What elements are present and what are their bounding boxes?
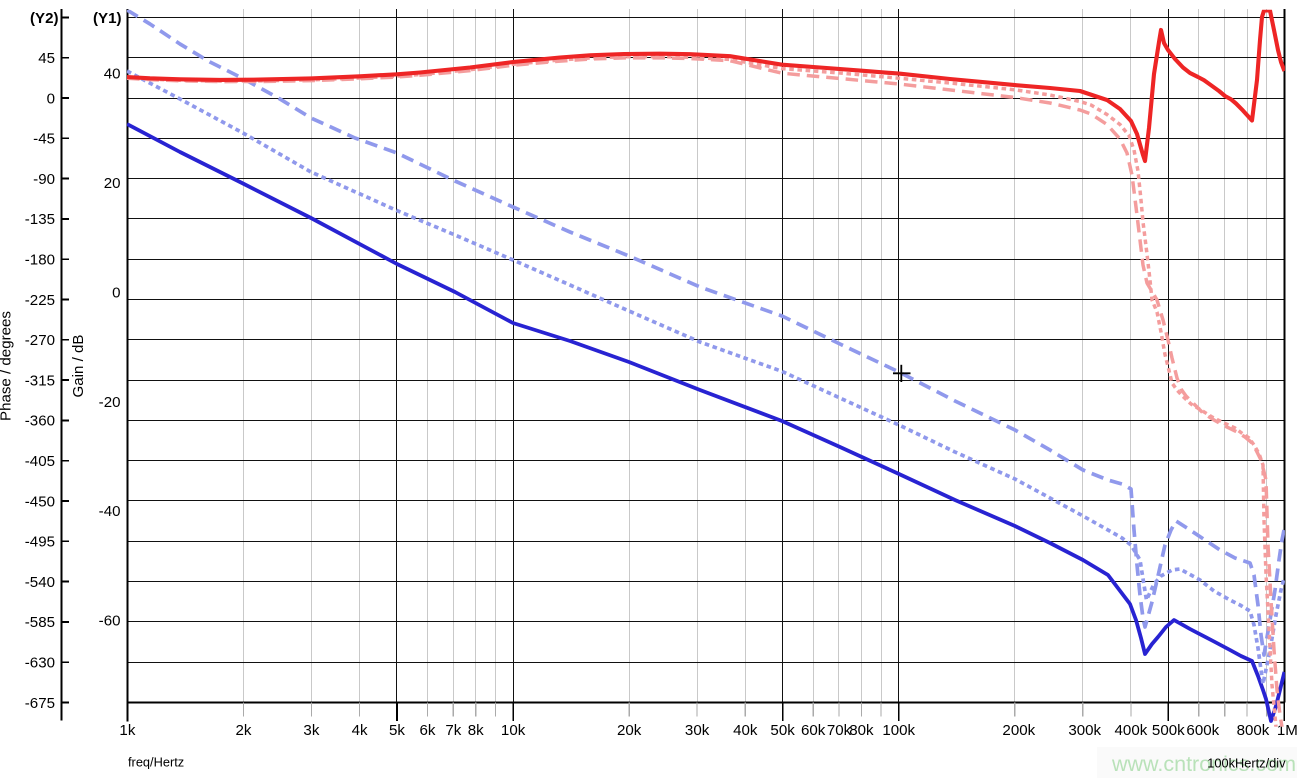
svg-text:50k: 50k xyxy=(770,722,795,739)
svg-text:-60: -60 xyxy=(99,613,121,630)
svg-text:-40: -40 xyxy=(99,503,121,520)
svg-text:-405: -405 xyxy=(25,453,55,470)
svg-text:100k: 100k xyxy=(882,722,915,739)
svg-text:0: 0 xyxy=(112,284,120,301)
svg-text:8k: 8k xyxy=(468,722,484,739)
svg-text:600k: 600k xyxy=(1186,722,1219,739)
svg-text:800k: 800k xyxy=(1237,722,1270,739)
svg-text:2k: 2k xyxy=(236,722,252,739)
svg-text:60k: 60k xyxy=(801,722,826,739)
svg-text:-450: -450 xyxy=(25,493,55,510)
svg-text:Gain / dB: Gain / dB xyxy=(70,335,87,398)
svg-text:(Y2): (Y2) xyxy=(30,10,59,27)
svg-text:-630: -630 xyxy=(25,655,55,672)
svg-text:500k: 500k xyxy=(1152,722,1185,739)
svg-text:7k: 7k xyxy=(445,722,461,739)
svg-text:-675: -675 xyxy=(25,695,55,712)
svg-text:20: 20 xyxy=(104,175,121,192)
svg-text:Phase / degrees: Phase / degrees xyxy=(0,311,15,421)
svg-text:40: 40 xyxy=(104,66,121,83)
svg-text:(Y1): (Y1) xyxy=(93,10,122,27)
svg-text:freq/Hertz: freq/Hertz xyxy=(128,755,184,770)
svg-text:300k: 300k xyxy=(1068,722,1101,739)
svg-text:45: 45 xyxy=(38,50,55,67)
svg-text:-45: -45 xyxy=(33,131,55,148)
svg-text:-585: -585 xyxy=(25,614,55,631)
svg-text:100kHertz/div: 100kHertz/div xyxy=(1207,756,1286,771)
svg-text:-315: -315 xyxy=(25,372,55,389)
svg-text:-180: -180 xyxy=(25,252,55,269)
svg-text:6k: 6k xyxy=(420,722,436,739)
svg-text:80k: 80k xyxy=(849,722,874,739)
svg-text:-20: -20 xyxy=(99,394,121,411)
svg-text:70k: 70k xyxy=(827,722,852,739)
svg-text:40k: 40k xyxy=(733,722,758,739)
svg-text:1k: 1k xyxy=(119,722,135,739)
svg-text:-90: -90 xyxy=(33,171,55,188)
svg-text:200k: 200k xyxy=(1002,722,1035,739)
svg-text:-360: -360 xyxy=(25,413,55,430)
svg-text:-225: -225 xyxy=(25,292,55,309)
svg-text:-135: -135 xyxy=(25,211,55,228)
svg-text:10k: 10k xyxy=(501,722,526,739)
svg-text:4k: 4k xyxy=(352,722,368,739)
svg-text:400k: 400k xyxy=(1115,722,1148,739)
svg-text:20k: 20k xyxy=(617,722,642,739)
svg-text:www.cntronics.com: www.cntronics.com xyxy=(1111,752,1296,776)
svg-text:5k: 5k xyxy=(389,722,405,739)
svg-text:-540: -540 xyxy=(25,574,55,591)
svg-text:-270: -270 xyxy=(25,332,55,349)
svg-text:30k: 30k xyxy=(685,722,710,739)
svg-text:3k: 3k xyxy=(303,722,319,739)
svg-text:0: 0 xyxy=(47,90,55,107)
svg-text:-495: -495 xyxy=(25,534,55,551)
